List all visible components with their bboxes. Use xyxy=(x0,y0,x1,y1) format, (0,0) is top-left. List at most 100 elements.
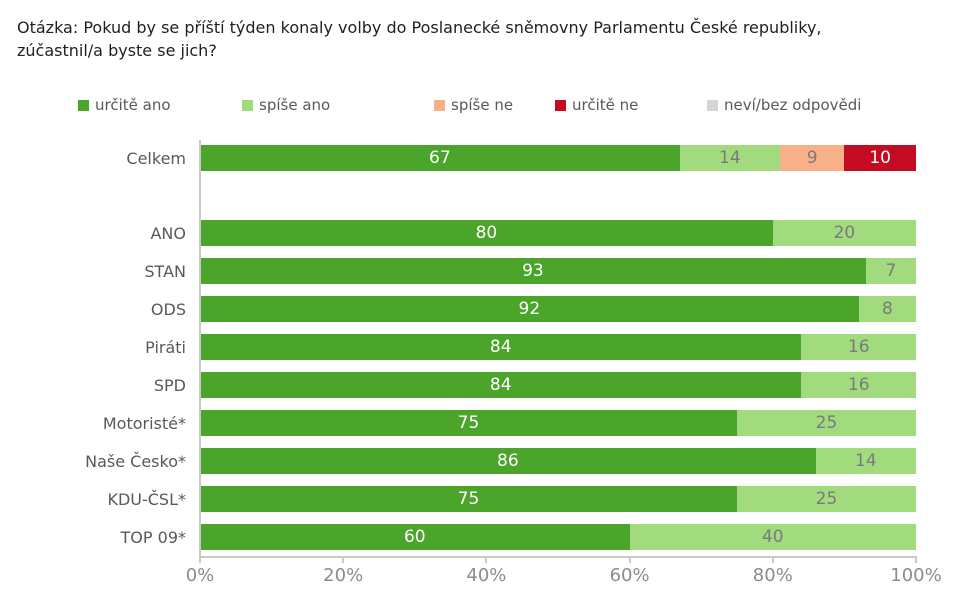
chart-row: Motoristé* 75 25 xyxy=(0,410,960,436)
bar-value-label: 9 xyxy=(806,148,818,168)
legend-label: spíše ano xyxy=(259,96,331,114)
bar-segment: 7 xyxy=(865,258,916,284)
chart-row: KDU-ČSL* 75 25 xyxy=(0,486,960,512)
bar-value-label: 75 xyxy=(457,489,480,509)
bar-value-label: 8 xyxy=(881,299,893,319)
stacked-bar: 67 14 9 10 xyxy=(200,145,916,171)
bar-segment: 75 xyxy=(200,486,737,512)
chart-row: ANO 80 20 xyxy=(0,220,960,246)
legend-item: určitě ano xyxy=(78,96,171,114)
bar-value-label: 75 xyxy=(457,413,480,433)
stacked-bar: 75 25 xyxy=(200,486,916,512)
bar-segment: 10 xyxy=(844,145,916,171)
bar-segment: 80 xyxy=(200,220,773,246)
legend-swatch xyxy=(242,99,253,111)
row-label: ODS xyxy=(150,299,186,319)
bar-segment: 86 xyxy=(200,448,816,474)
legend-label: určitě ano xyxy=(95,96,171,114)
bar-segment: 25 xyxy=(737,486,916,512)
legend-item: spíše ne xyxy=(434,96,513,114)
bar-value-label: 40 xyxy=(761,527,784,547)
chart-row: ODS 92 8 xyxy=(0,296,960,322)
bar-value-label: 10 xyxy=(869,148,891,168)
bar-segment: 92 xyxy=(200,296,859,322)
bar-value-label: 67 xyxy=(429,148,451,168)
chart-row: Celkem 67 14 9 10 xyxy=(0,145,960,171)
legend: určitě ano spíše ano spíše ne určitě ne neví… xyxy=(0,96,960,118)
stacked-bar: 84 16 xyxy=(200,372,916,398)
bar-segment: 14 xyxy=(679,145,780,171)
row-label: TOP 09* xyxy=(120,527,186,547)
bar-value-label: 84 xyxy=(489,375,512,395)
stacked-bar: 80 20 xyxy=(200,220,916,246)
bar-value-label: 16 xyxy=(847,337,870,357)
bar-value-label: 25 xyxy=(815,489,838,509)
stacked-bar: 92 8 xyxy=(200,296,916,322)
bar-segment: 16 xyxy=(801,372,916,398)
x-axis-tick-label: 40% xyxy=(466,565,507,586)
bar-value-label: 7 xyxy=(885,261,897,281)
x-axis-tick-label: 20% xyxy=(323,565,364,586)
chart-rows: Celkem 67 14 9 10 ANO 80 20 STAN 93 7 ODS 92 8 Piráti 8… xyxy=(0,140,960,550)
chart-row: STAN 93 7 xyxy=(0,258,960,284)
legend-swatch xyxy=(555,99,566,111)
x-axis-tick-label: 60% xyxy=(609,565,650,586)
stacked-bar: 86 14 xyxy=(200,448,916,474)
legend-label: určitě ne xyxy=(572,96,639,114)
chart-row: TOP 09* 60 40 xyxy=(0,524,960,550)
x-axis-tick-label: 100% xyxy=(890,565,942,586)
bar-value-label: 14 xyxy=(719,148,741,168)
stacked-bar: 60 40 xyxy=(200,524,916,550)
bar-segment: 84 xyxy=(200,372,802,398)
bar-value-label: 86 xyxy=(497,451,519,471)
bar-value-label: 25 xyxy=(815,413,838,433)
bar-value-label: 20 xyxy=(833,223,856,243)
bar-segment: 40 xyxy=(629,524,916,550)
legend-label: neví/bez odpovědi xyxy=(724,96,862,114)
bar-segment: 9 xyxy=(779,145,845,171)
x-axis-line xyxy=(199,556,917,558)
chart-row: Piráti 84 16 xyxy=(0,334,960,360)
row-label: KDU-ČSL* xyxy=(107,489,186,509)
stacked-bar-chart: Celkem 67 14 9 10 ANO 80 20 STAN 93 7 ODS 92 8 Piráti 8… xyxy=(0,140,960,600)
bar-segment: 14 xyxy=(815,448,916,474)
bar-segment: 16 xyxy=(801,334,916,360)
bar-segment: 84 xyxy=(200,334,802,360)
bar-segment: 67 xyxy=(200,145,680,171)
bar-segment: 8 xyxy=(858,296,916,322)
bar-value-label: 93 xyxy=(522,261,544,281)
bar-segment: 75 xyxy=(200,410,737,436)
stacked-bar: 93 7 xyxy=(200,258,916,284)
stacked-bar: 75 25 xyxy=(200,410,916,436)
x-axis-tick-label: 80% xyxy=(752,565,793,586)
legend-item: neví/bez odpovědi xyxy=(707,96,861,114)
row-label: SPD xyxy=(153,375,186,395)
bar-segment: 60 xyxy=(200,524,630,550)
bar-value-label: 16 xyxy=(847,375,870,395)
chart-question-title: Otázka: Pokud by se příští týden konaly … xyxy=(17,18,822,60)
bar-value-label: 80 xyxy=(475,223,498,243)
bar-value-label: 14 xyxy=(855,451,877,471)
bar-segment: 25 xyxy=(737,410,916,436)
row-label: Motoristé* xyxy=(102,413,186,433)
y-axis-line xyxy=(199,140,201,558)
chart-row: Naše Česko* 86 14 xyxy=(0,448,960,474)
row-label: Piráti xyxy=(145,337,186,357)
row-label: ANO xyxy=(150,223,186,243)
chart-row: SPD 84 16 xyxy=(0,372,960,398)
row-label: Celkem xyxy=(126,148,186,168)
legend-item: spíše ano xyxy=(242,96,330,114)
bar-segment: 93 xyxy=(200,258,866,284)
legend-item: určitě ne xyxy=(555,96,638,114)
row-label: STAN xyxy=(144,261,186,281)
bar-value-label: 84 xyxy=(489,337,512,357)
legend-swatch xyxy=(434,99,445,111)
legend-label: spíše ne xyxy=(451,96,514,114)
legend-swatch xyxy=(707,99,718,111)
x-axis-tick-label: 0% xyxy=(185,565,215,586)
bar-value-label: 60 xyxy=(403,527,426,547)
bar-value-label: 92 xyxy=(518,299,541,319)
legend-swatch xyxy=(78,99,89,111)
row-label: Naše Česko* xyxy=(85,451,186,471)
